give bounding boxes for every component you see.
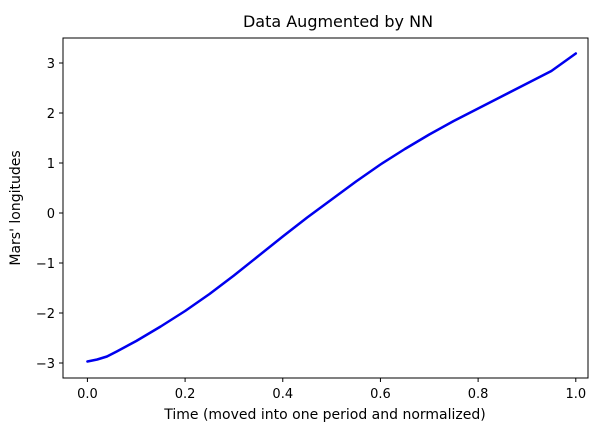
data-series [86, 52, 578, 363]
series-line [86, 52, 578, 363]
y-tick-label: −3 [36, 357, 55, 372]
x-tick-label: 0.4 [272, 387, 293, 402]
x-tick-label: 1.0 [565, 387, 586, 402]
y-tick-label: −2 [36, 307, 55, 322]
x-axis-label: Time (moved into one period and normaliz… [163, 407, 485, 423]
axis-ticks: 0.0 0.2 0.4 0.6 0.8 1.0 −3 −2 −1 0 1 2 3 [36, 57, 586, 402]
y-tick-label: 3 [47, 57, 55, 72]
x-tick-label: 0.6 [370, 387, 391, 402]
y-tick-label: 1 [47, 157, 55, 172]
plot-area [62, 37, 589, 379]
y-tick-label: 0 [47, 207, 55, 222]
y-axis-label: Mars' longitudes [8, 150, 24, 265]
x-tick-label: 0.2 [175, 387, 196, 402]
y-tick-label: −1 [36, 257, 55, 272]
x-tick-label: 0.0 [77, 387, 98, 402]
x-tick-label: 0.8 [468, 387, 489, 402]
chart-title: Data Augmented by NN [243, 12, 433, 31]
y-tick-label: 2 [47, 107, 55, 122]
